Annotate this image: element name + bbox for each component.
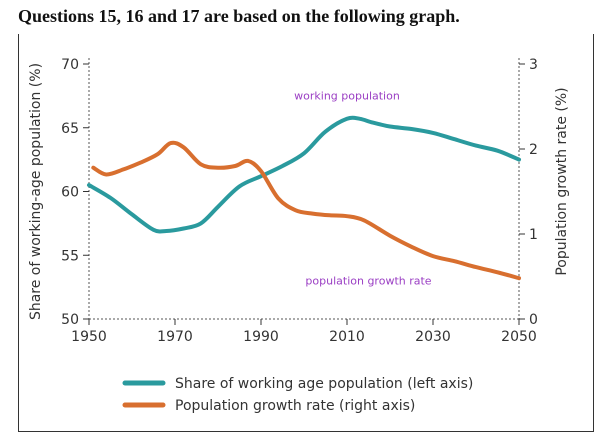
right-tick-label: 2 — [529, 142, 538, 158]
chart-plot-area: working population population growth rate — [87, 90, 521, 288]
growth-rate-annotation: population growth rate — [305, 275, 431, 288]
right-tick-label: 3 — [529, 57, 538, 73]
left-tick-label: 60 — [61, 185, 79, 201]
x-tick-label: 1990 — [243, 329, 279, 345]
chart-axes: 50 55 60 65 70 0 1 2 3 1950 1970 1990 2010 2030 2050 Sh… — [28, 57, 570, 345]
working-population-annotation: working population — [294, 90, 400, 103]
x-tick-label: 1970 — [157, 329, 193, 345]
left-tick-label: 55 — [61, 248, 79, 264]
chart-legend: Share of working age population (left ax… — [122, 376, 473, 414]
right-tick-label: 0 — [529, 312, 538, 328]
growth-rate-series-line — [91, 140, 521, 281]
x-tick-label: 2050 — [501, 329, 537, 345]
legend-label-working-population: Share of working age population (left ax… — [175, 376, 473, 392]
left-axis-title: Share of working-age population (%) — [28, 63, 44, 320]
figure-frame — [18, 34, 594, 432]
x-tick-label: 2030 — [415, 329, 451, 345]
left-tick-label: 50 — [61, 312, 79, 328]
left-tick-label: 70 — [61, 57, 79, 73]
right-axis-title: Population growth rate (%) — [554, 87, 570, 275]
working-population-series-line — [87, 115, 521, 234]
left-tick-label: 65 — [61, 121, 79, 137]
x-tick-label: 1950 — [71, 329, 107, 345]
question-heading: Questions 15, 16 and 17 are based on the… — [18, 6, 460, 26]
legend-label-growth-rate: Population growth rate (right axis) — [175, 398, 415, 414]
right-tick-label: 1 — [529, 227, 538, 243]
x-tick-label: 2010 — [329, 329, 365, 345]
